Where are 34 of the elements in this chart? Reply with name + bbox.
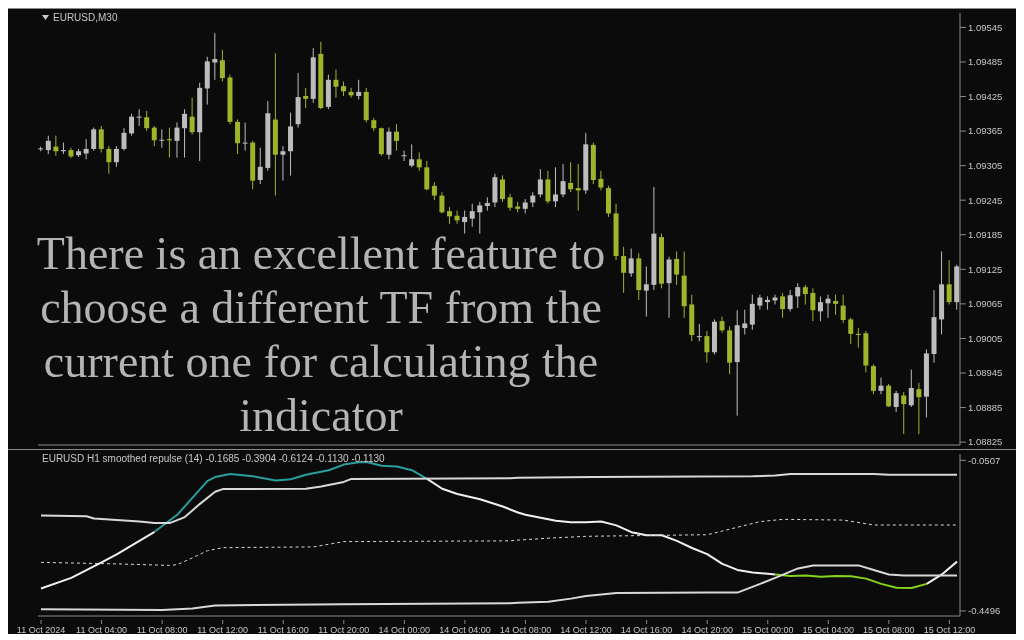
y-tick-label: 1.09425 — [968, 90, 1003, 102]
y-tick-label: 1.08885 — [968, 401, 1003, 413]
x-tick-label: 15 Oct 08:00 — [863, 625, 915, 635]
y-tick-label: 1.09125 — [968, 263, 1003, 275]
annotation: There is an excellent feature to choose a different TF from the current one for calculating the indicator — [36, 227, 606, 443]
y-tick-label: 1.09005 — [968, 332, 1003, 344]
x-tick-label: 14 Oct 04:00 — [439, 625, 491, 635]
x-tick-label: 14 Oct 08:00 — [499, 625, 552, 635]
x-tick-label: 11 Oct 2024 — [16, 625, 66, 635]
y-tick-label: -0.4496 — [968, 605, 1001, 617]
x-tick-label: 11 Oct 04:00 — [76, 625, 127, 635]
x-tick-label: 15 Oct 04:00 — [802, 625, 855, 635]
x-tick-label: 14 Oct 20:00 — [681, 625, 733, 635]
y-tick-label: 1.09185 — [968, 229, 1003, 241]
y-tick-label: 1.08945 — [968, 367, 1003, 379]
y-tick-label: -0.0507 — [968, 454, 1001, 466]
y-tick-label: 1.09485 — [968, 56, 1003, 68]
x-tick-label: 15 Oct 00:00 — [741, 625, 794, 635]
y-tick-label: 1.09305 — [968, 160, 1003, 172]
x-tick-label: 11 Oct 08:00 — [136, 625, 188, 635]
y-tick-label: 1.08825 — [968, 436, 1003, 448]
x-tick-label: 11 Oct 16:00 — [257, 625, 309, 635]
x-tick-label: 15 Oct 12:00 — [923, 625, 976, 635]
x-tick-label: 11 Oct 12:00 — [197, 625, 249, 635]
x-tick-label: 14 Oct 00:00 — [378, 625, 431, 635]
chart-title: EURUSD H1 smoothed repulse (14) -0.1685 -0.3904 -0.6124 -0.1130 -0.1130 — [42, 453, 385, 464]
x-tick-label: 14 Oct 12:00 — [560, 625, 612, 635]
chart-title: EURUSD,M30 — [53, 12, 118, 23]
x-tick-label: 14 Oct 16:00 — [620, 625, 673, 635]
y-tick-label: 1.09065 — [968, 298, 1003, 310]
x-tick-label: 11 Oct 20:00 — [318, 625, 370, 635]
y-tick-label: 1.09245 — [968, 194, 1003, 206]
y-tick-label: 1.09545 — [968, 21, 1003, 33]
y-tick-label: 1.09365 — [968, 125, 1003, 137]
